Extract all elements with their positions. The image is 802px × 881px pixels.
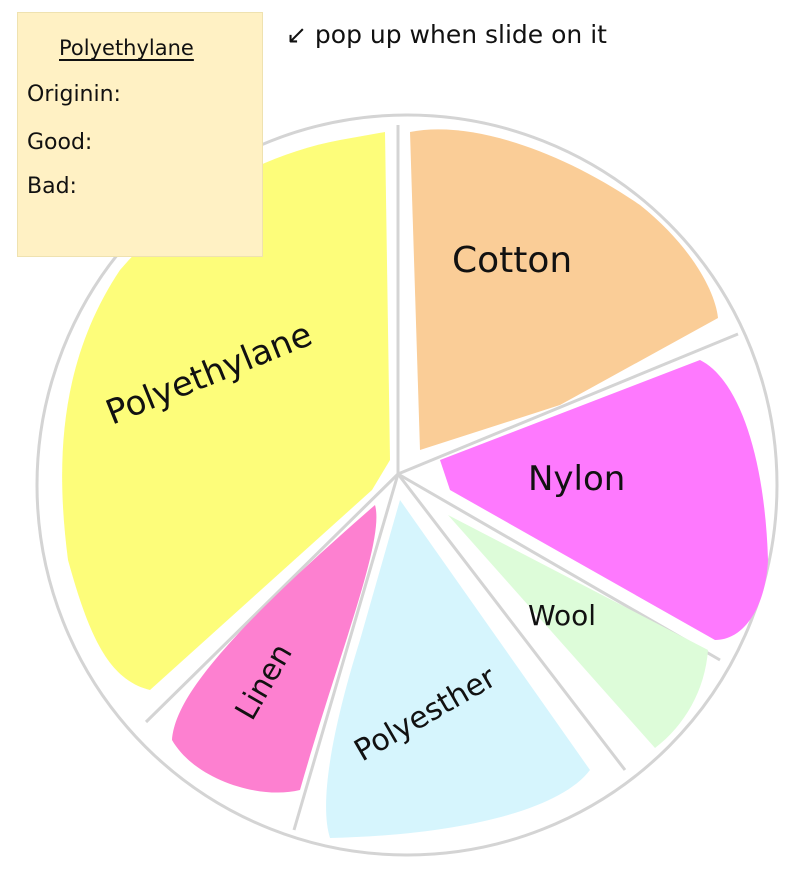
popup-title: Polyethylane [59, 36, 194, 60]
annotation-text: pop up when slide on it [314, 20, 607, 49]
slice-polyethylane[interactable] [62, 132, 390, 690]
slice-label-nylon: Nylon [528, 459, 625, 499]
popup-field-bad: Bad: [27, 174, 77, 199]
slice-cotton[interactable] [410, 129, 718, 451]
pie-outline [35, 113, 779, 857]
slice-wool[interactable] [448, 515, 708, 748]
popup-field-origin: Originin: [27, 82, 121, 107]
slice-linen[interactable] [172, 505, 377, 793]
info-popup: Polyethylane Originin: Good: Bad: [17, 12, 263, 257]
arrow-icon: ↙ [286, 20, 307, 49]
popup-field-good: Good: [27, 130, 93, 155]
slice-label-wool: Wool [528, 599, 596, 632]
slice-polyesther[interactable] [326, 500, 590, 838]
annotation-note: ↙ pop up when slide on it [286, 20, 607, 49]
slice-nylon[interactable] [440, 360, 768, 640]
slice-label-cotton: Cotton [452, 240, 572, 281]
